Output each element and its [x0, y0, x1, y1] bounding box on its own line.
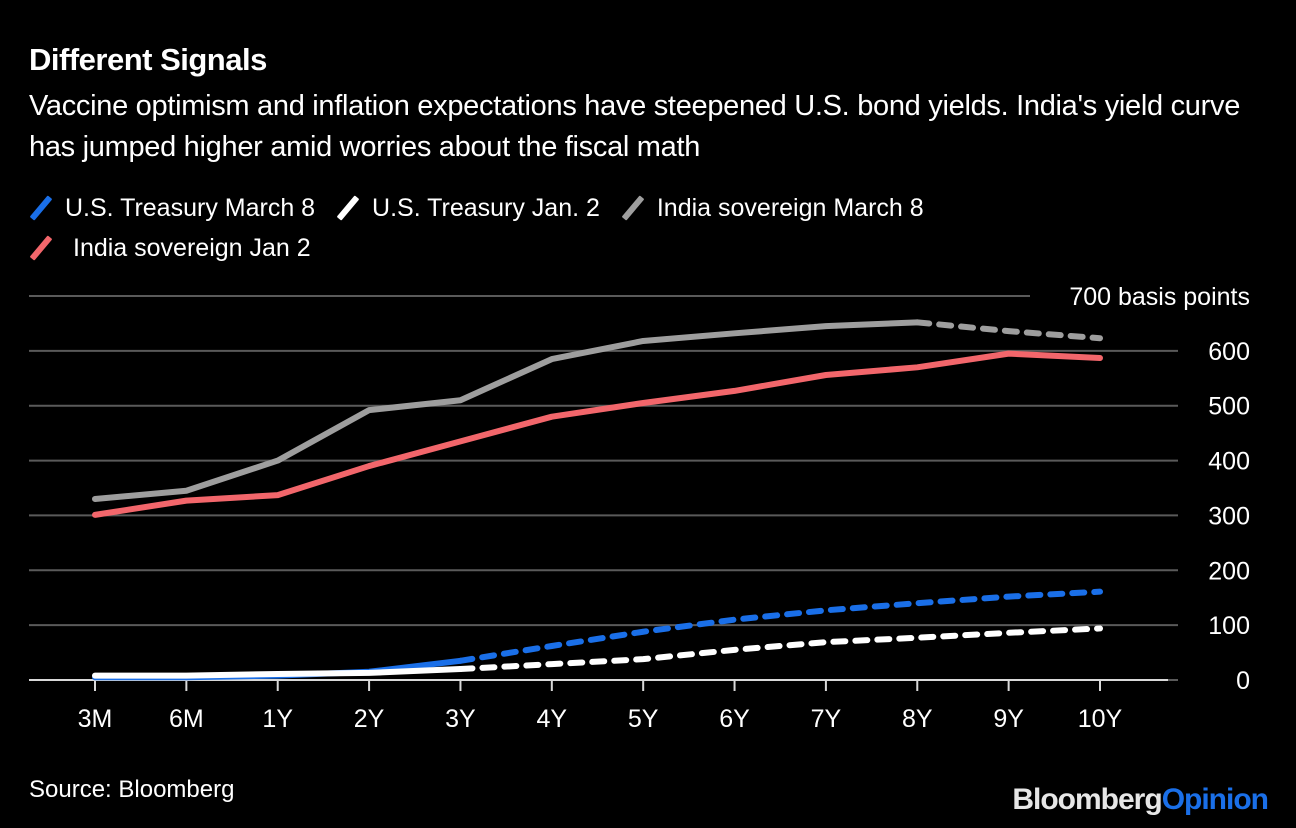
series-line-dashed	[457, 625, 1103, 673]
y-tick-label: 200	[1208, 557, 1250, 585]
x-tick-label: 9Y	[993, 705, 1024, 733]
legend: U.S. Treasury March 8 U.S. Treasury Jan.…	[29, 190, 1129, 270]
x-tick-label: 10Y	[1078, 705, 1123, 733]
legend-label: U.S. Treasury March 8	[65, 194, 316, 222]
y-tick-label: 400	[1208, 448, 1250, 476]
legend-item-us-jan2: U.S. Treasury Jan. 2	[336, 190, 600, 226]
x-tick-label: 5Y	[628, 705, 659, 733]
x-axis: 3M 6M 1Y 2Y 3Y 4Y 5Y 6Y 7Y 8Y 9Y 10Y	[78, 680, 1123, 733]
y-tick-label: 0	[1236, 667, 1250, 695]
x-tick-label: 6M	[169, 705, 204, 733]
source-note: Source: Bloomberg	[29, 776, 235, 803]
brand-logo-bloomberg: Bloomberg	[1012, 783, 1162, 816]
chart-subtitle: Vaccine optimism and inflation expectati…	[29, 90, 1241, 163]
series-line-solid	[92, 666, 464, 679]
brand-logo: BloombergOpinion	[1012, 783, 1269, 817]
x-tick-label: 2Y	[354, 705, 385, 733]
y-tick-label: 100	[1208, 612, 1250, 640]
x-tick-label: 8Y	[902, 705, 933, 733]
x-tick-label: 1Y	[262, 705, 293, 733]
series-lines	[92, 319, 1103, 681]
x-tick-label: 7Y	[811, 705, 842, 733]
series-line-solid	[92, 350, 1103, 518]
legend-label: India sovereign March 8	[656, 194, 924, 222]
y-tick-label: 500	[1208, 393, 1250, 421]
x-tick-label: 3M	[78, 705, 113, 733]
brand-logo-opinion: Opinion	[1161, 783, 1269, 816]
y-tick-label: 300	[1208, 502, 1250, 530]
legend-item-us-march8: U.S. Treasury March 8	[29, 190, 315, 226]
x-tick-label: 6Y	[719, 705, 750, 733]
legend-item-india-march8: India sovereign March 8	[621, 190, 924, 226]
series-india-sovereign-jan-2	[92, 350, 1103, 518]
x-tick-label: 4Y	[537, 705, 568, 733]
legend-row-2: India sovereign Jan 2	[29, 230, 1129, 270]
series-line-solid	[92, 319, 921, 502]
y-tick-label: 600	[1208, 338, 1250, 366]
legend-label: U.S. Treasury Jan. 2	[372, 194, 600, 222]
legend-label: India sovereign Jan 2	[73, 234, 311, 262]
chart-title: Different Signals	[29, 42, 267, 77]
series-u-s-treasury-jan-2	[92, 625, 1103, 679]
series-india-sovereign-march-8	[92, 319, 1103, 502]
y-axis: 0 100 200 300 400 500 600 700 basis points	[1069, 283, 1250, 695]
series-line-dashed	[914, 319, 1103, 342]
x-tick-label: 3Y	[445, 705, 476, 733]
y-tick-label: 700 basis points	[1069, 283, 1250, 311]
gridlines	[29, 295, 1178, 681]
legend-item-india-jan2: India sovereign Jan 2	[29, 230, 311, 266]
series-line-dashed	[457, 588, 1103, 664]
